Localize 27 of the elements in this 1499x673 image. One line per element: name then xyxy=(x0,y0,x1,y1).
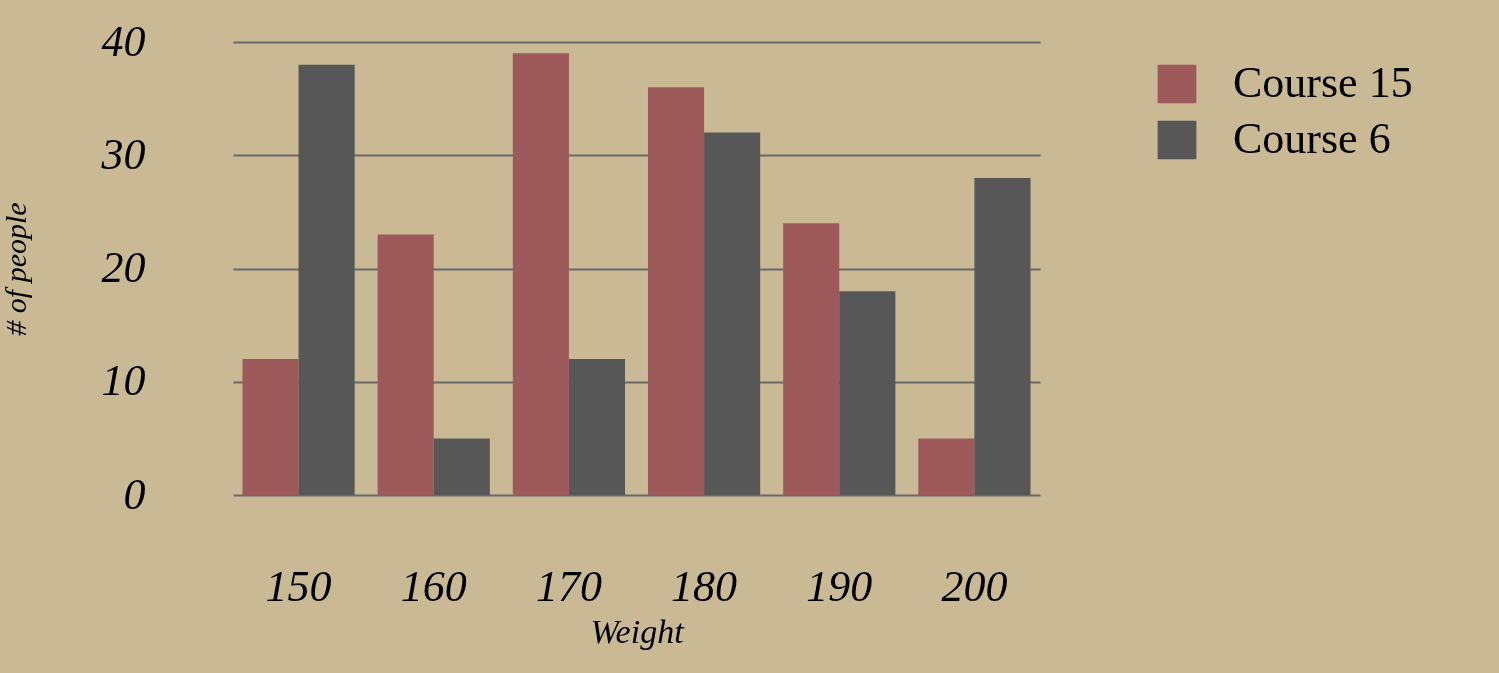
bar xyxy=(242,359,299,495)
x-tick-label: 200 xyxy=(941,561,1008,611)
bar xyxy=(974,177,1031,495)
legend-label: Course 15 xyxy=(1233,58,1413,107)
bar xyxy=(783,223,840,495)
x-tick-label: 150 xyxy=(265,561,332,611)
legend-label: Course 6 xyxy=(1233,114,1391,163)
y-tick-label: 30 xyxy=(100,129,146,179)
bar xyxy=(298,64,355,495)
x-tick-label: 160 xyxy=(400,561,467,611)
x-axis-title: Weight xyxy=(590,612,686,650)
bar xyxy=(568,359,626,495)
bar xyxy=(918,438,975,495)
bar xyxy=(377,234,434,495)
y-tick-label: 20 xyxy=(101,243,146,292)
x-tick-label: 180 xyxy=(671,561,738,611)
bar xyxy=(704,132,761,495)
y-tick-label: 0 xyxy=(123,469,146,519)
bar xyxy=(839,291,896,495)
bar xyxy=(512,53,569,495)
x-tick-label: 170 xyxy=(535,561,602,611)
x-tick-label: 190 xyxy=(806,561,873,611)
y-axis-title: # of people xyxy=(0,202,32,336)
bar xyxy=(433,438,490,495)
y-tick-label: 40 xyxy=(101,16,146,66)
y-tick-label: 10 xyxy=(101,356,146,406)
bar xyxy=(647,87,705,495)
